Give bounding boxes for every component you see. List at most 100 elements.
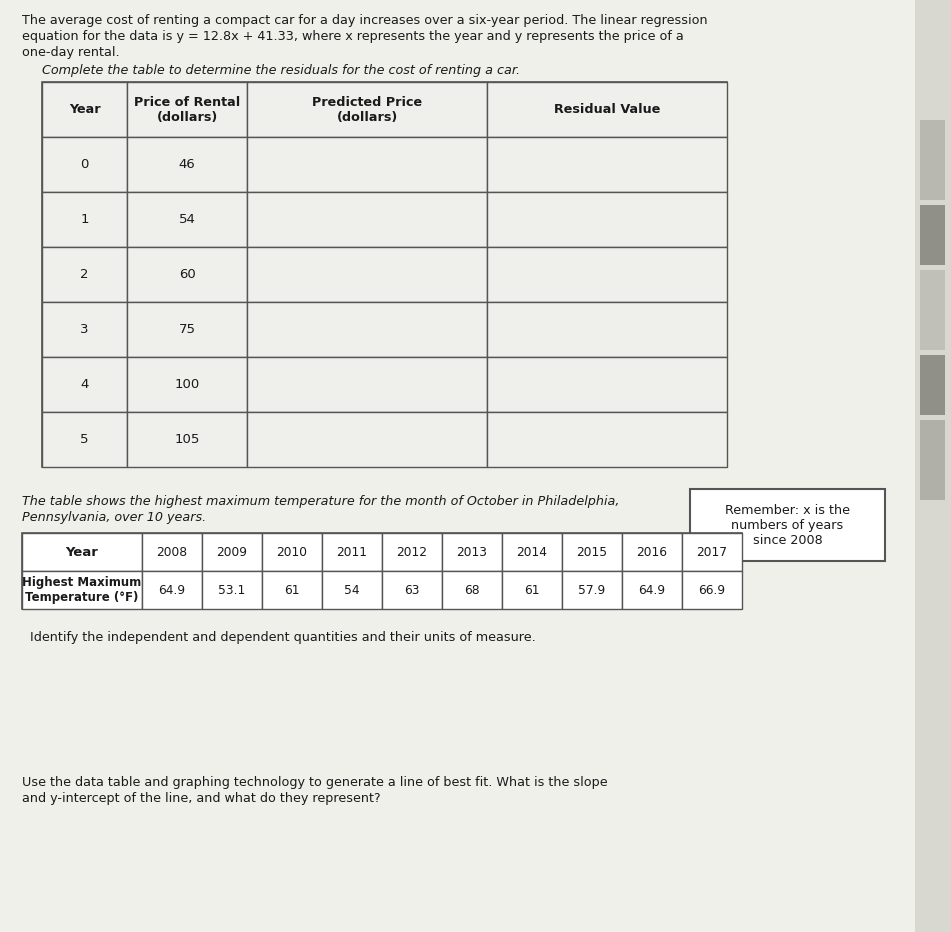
Text: 64.9: 64.9 [638,583,666,596]
Bar [442,533,502,571]
Text: 2013: 2013 [456,545,488,558]
Bar [487,137,727,192]
Bar [127,357,247,412]
Bar [382,533,442,571]
Bar [622,533,682,571]
Text: 2010: 2010 [277,545,307,558]
Bar [502,571,562,609]
Text: 2009: 2009 [217,545,247,558]
Text: 105: 105 [174,433,200,446]
Bar [322,533,382,571]
Bar [622,571,682,609]
Bar [247,412,487,467]
Bar [247,302,487,357]
Bar [202,533,262,571]
Bar [487,82,727,137]
Bar [682,533,742,571]
Bar [42,302,127,357]
Bar [247,137,487,192]
Bar [487,412,727,467]
Text: 2014: 2014 [516,545,548,558]
Bar [22,571,142,609]
Bar [127,247,247,302]
Text: 61: 61 [524,583,540,596]
Bar [487,357,727,412]
Text: 2: 2 [80,268,88,281]
Text: 75: 75 [179,323,196,336]
Text: 2015: 2015 [576,545,608,558]
Text: 46: 46 [179,158,195,171]
Bar [42,82,127,137]
Bar [247,82,487,137]
Bar [562,571,622,609]
Text: 54: 54 [344,583,359,596]
Text: 2016: 2016 [636,545,668,558]
Text: 2008: 2008 [156,545,187,558]
Bar [42,137,127,192]
Text: Use the data table and graphing technology to generate a line of best fit. What : Use the data table and graphing technolo… [22,776,608,789]
Bar [142,571,202,609]
Text: The table shows the highest maximum temperature for the month of October in Phil: The table shows the highest maximum temp… [22,495,619,508]
Text: Highest Maximum
Temperature (°F): Highest Maximum Temperature (°F) [23,576,142,604]
Bar [42,357,127,412]
Bar [127,82,247,137]
Text: 63: 63 [404,583,419,596]
Text: equation for the data is y = 12.8x + 41.33, where x represents the year and y re: equation for the data is y = 12.8x + 41.… [22,30,684,43]
Bar [262,533,322,571]
Bar [247,357,487,412]
Text: Year: Year [68,103,100,116]
Text: 2011: 2011 [337,545,367,558]
Bar [127,137,247,192]
Text: 66.9: 66.9 [698,583,726,596]
Bar [920,270,945,350]
Text: 3: 3 [80,323,88,336]
Bar [127,412,247,467]
Bar [262,571,322,609]
Text: and y-intercept of the line, and what do they represent?: and y-intercept of the line, and what do… [22,792,380,805]
Bar [42,82,727,467]
Text: 0: 0 [80,158,88,171]
Bar [22,533,742,609]
Text: 61: 61 [284,583,300,596]
Bar [920,205,945,265]
Bar [920,420,945,500]
Bar [682,571,742,609]
Text: Pennsylvania, over 10 years.: Pennsylvania, over 10 years. [22,511,206,524]
Text: Remember: x is the
numbers of years
since 2008: Remember: x is the numbers of years sinc… [725,503,850,546]
Text: Predicted Price
(dollars): Predicted Price (dollars) [312,95,422,124]
Bar [247,192,487,247]
Bar [487,302,727,357]
Text: 4: 4 [80,378,88,391]
Text: 68: 68 [464,583,480,596]
Text: 2012: 2012 [397,545,428,558]
Bar [127,192,247,247]
Bar [690,489,885,561]
Bar [247,247,487,302]
Bar [382,571,442,609]
Bar [487,192,727,247]
Bar [202,571,262,609]
Bar [920,355,945,415]
Bar [915,0,951,932]
Text: Price of Rental
(dollars): Price of Rental (dollars) [134,95,240,124]
Bar [142,533,202,571]
Text: 53.1: 53.1 [219,583,245,596]
Text: Residual Value: Residual Value [553,103,660,116]
Text: Year: Year [66,545,99,558]
Text: 60: 60 [179,268,195,281]
Bar [127,302,247,357]
Bar [920,120,945,200]
Text: 5: 5 [80,433,88,446]
Text: 54: 54 [179,213,196,226]
Bar [42,192,127,247]
Text: Identify the independent and dependent quantities and their units of measure.: Identify the independent and dependent q… [30,631,535,644]
Bar [502,533,562,571]
Bar [22,533,142,571]
Bar [487,247,727,302]
Bar [42,412,127,467]
Text: 64.9: 64.9 [159,583,185,596]
Bar [562,533,622,571]
Text: 2017: 2017 [696,545,728,558]
Text: 57.9: 57.9 [578,583,606,596]
Text: The average cost of renting a compact car for a day increases over a six-year pe: The average cost of renting a compact ca… [22,14,708,27]
